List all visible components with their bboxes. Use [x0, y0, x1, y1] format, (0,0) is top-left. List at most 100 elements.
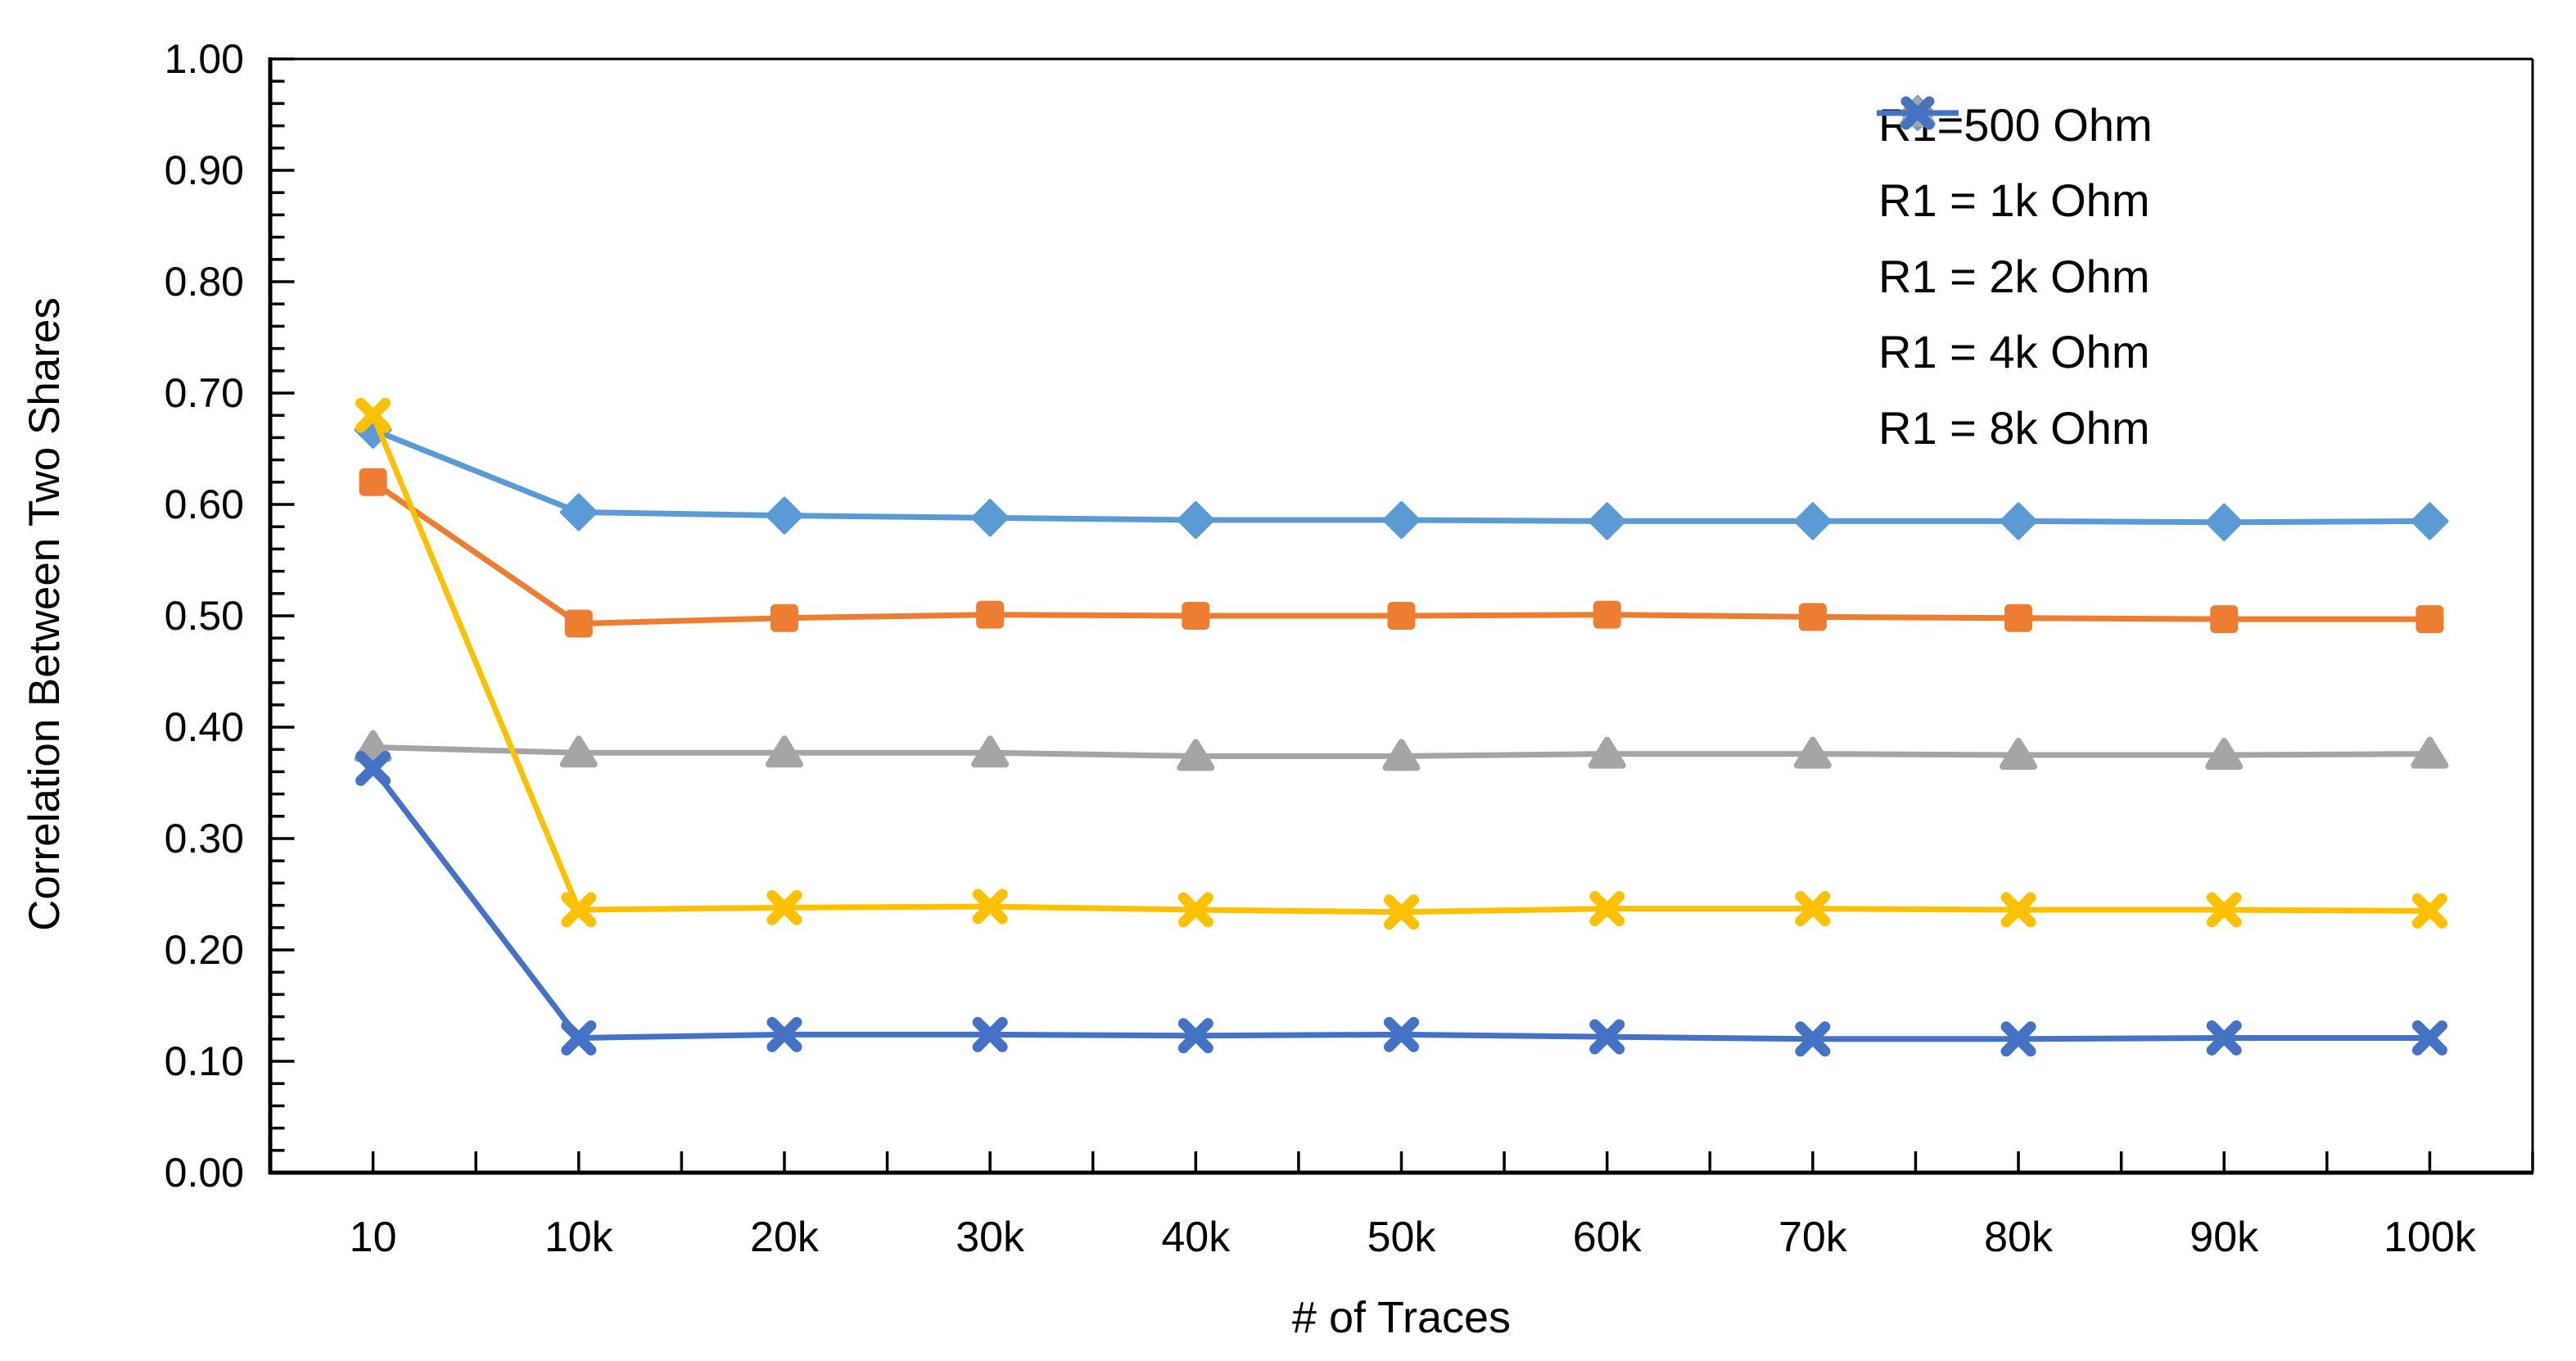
data-point-marker — [1182, 602, 1210, 630]
x-tick-label: 20k — [750, 1214, 820, 1261]
series-line — [370, 412, 2433, 916]
data-point-marker — [1382, 739, 1421, 771]
data-point-marker — [1795, 1021, 1831, 1057]
data-point-marker — [1589, 891, 1625, 927]
legend-item: R1 = 2k Ohm — [1875, 97, 2153, 314]
data-point-marker — [561, 892, 597, 928]
data-point-marker — [559, 493, 598, 531]
series-2 — [354, 730, 2449, 771]
data-point-marker — [1177, 892, 1213, 928]
x-tick-label: 80k — [1984, 1214, 2054, 1261]
x-tick-label: 50k — [1367, 1214, 1437, 1261]
data-point-marker — [359, 468, 387, 496]
data-point-marker — [972, 1016, 1008, 1052]
data-point-marker — [1900, 96, 1935, 130]
data-point-marker — [1593, 600, 1621, 629]
series-4 — [355, 750, 2447, 1057]
y-tick-label: 0.10 — [165, 1038, 244, 1084]
x-tick-label: 60k — [1573, 1214, 1643, 1261]
x-tick-label: 90k — [2190, 1214, 2259, 1261]
data-point-marker — [2411, 1020, 2447, 1056]
legend-label: R1 = 2k Ohm — [1878, 250, 2150, 302]
y-tick-label: 0.30 — [165, 816, 244, 861]
y-tick-label: 0.60 — [165, 482, 244, 527]
data-point-marker — [2000, 502, 2038, 540]
data-point-marker — [976, 600, 1005, 629]
data-point-marker — [765, 496, 803, 535]
data-point-marker — [1177, 739, 1215, 771]
data-point-marker — [2000, 1021, 2036, 1057]
series-line — [370, 765, 2433, 1042]
legend: R1=500 Ohm R1 = 1k Ohm R1 = 2k Ohm R1 = 4k … — [1875, 87, 2153, 466]
data-point-marker — [1588, 736, 1626, 769]
data-point-marker — [1793, 502, 1832, 540]
data-point-marker — [2411, 893, 2447, 929]
legend-label: R1 = 1k Ohm — [1878, 174, 2150, 227]
data-point-marker — [1384, 1016, 1419, 1052]
data-point-marker — [2411, 502, 2449, 540]
legend-label: R1 = 8k Ohm — [1878, 401, 2150, 454]
data-point-marker — [1177, 1018, 1213, 1054]
data-point-marker — [1589, 1019, 1625, 1055]
legend-label: R1 = 4k Ohm — [1878, 326, 2150, 378]
x-tick-label: 40k — [1161, 1214, 1231, 1261]
y-tick-label: 0.90 — [165, 147, 244, 193]
y-tick-label: 1.00 — [165, 36, 244, 82]
legend-item: R1 = 4k Ohm — [1875, 96, 2153, 391]
data-point-marker — [2206, 1020, 2242, 1056]
data-point-marker — [972, 888, 1008, 925]
data-point-marker — [564, 609, 593, 638]
legend-marker-x-icon — [1877, 96, 1959, 130]
data-point-marker — [2205, 503, 2244, 541]
data-point-marker — [1795, 891, 1831, 927]
data-point-marker — [766, 889, 802, 925]
series-0 — [354, 410, 2449, 541]
x-tick-label: 100k — [2384, 1214, 2477, 1261]
y-tick-label: 0.70 — [165, 370, 244, 416]
data-point-marker — [2205, 738, 2244, 770]
data-point-marker — [354, 730, 392, 762]
x-axis-title: # of Traces — [1291, 1293, 1512, 1342]
y-tick-label: 0.20 — [165, 927, 244, 973]
y-tick-label: 0.50 — [165, 593, 244, 639]
data-point-marker — [971, 735, 1010, 768]
plot-border — [270, 57, 2534, 1173]
data-point-marker — [765, 735, 803, 768]
data-point-marker — [1384, 894, 1419, 930]
data-point-marker — [559, 735, 598, 768]
data-point-marker — [355, 750, 391, 786]
x-tick-label: 70k — [1778, 1214, 1848, 1261]
series-3 — [355, 397, 2447, 930]
data-point-marker — [766, 1016, 802, 1052]
y-tick-label: 0.40 — [165, 704, 244, 750]
data-point-marker — [2416, 605, 2444, 634]
data-point-marker — [1793, 736, 1832, 769]
data-point-marker — [1588, 502, 1626, 540]
legend-item: R1 = 8k Ohm — [1875, 96, 2153, 466]
data-point-marker — [2206, 892, 2242, 928]
data-point-marker — [971, 499, 1010, 537]
data-point-marker — [2004, 604, 2033, 632]
y-axis: 0.00 0.10 0.20 0.30 0.40 0.50 0.60 0.70 0.80 0.90… — [165, 36, 295, 1196]
x-tick-label: 30k — [956, 1214, 1025, 1261]
data-point-marker — [2210, 605, 2239, 634]
data-point-marker — [1382, 501, 1421, 540]
data-point-marker — [561, 1020, 597, 1056]
data-point-marker — [770, 604, 798, 632]
series-1 — [359, 468, 2444, 638]
data-point-marker — [1798, 603, 1827, 631]
legend-item: R1 = 1k Ohm — [1875, 99, 2153, 239]
data-point-marker — [2411, 736, 2449, 769]
x-tick-label: 10 — [350, 1214, 397, 1261]
data-point-marker — [2000, 892, 2036, 928]
data-point-marker — [1387, 602, 1416, 630]
y-axis-title: Correlation Between Two Shares — [20, 297, 69, 931]
x-tick-label: 10k — [545, 1214, 614, 1261]
data-point-marker — [1177, 501, 1215, 540]
data-point-marker — [355, 397, 391, 433]
y-tick-label: 0.80 — [165, 259, 244, 305]
y-tick-label: 0.00 — [165, 1150, 244, 1196]
x-axis: 10 10k 20k 30k 40k 50k 60k 70k 80k 90k 100k — [269, 1151, 2534, 1261]
